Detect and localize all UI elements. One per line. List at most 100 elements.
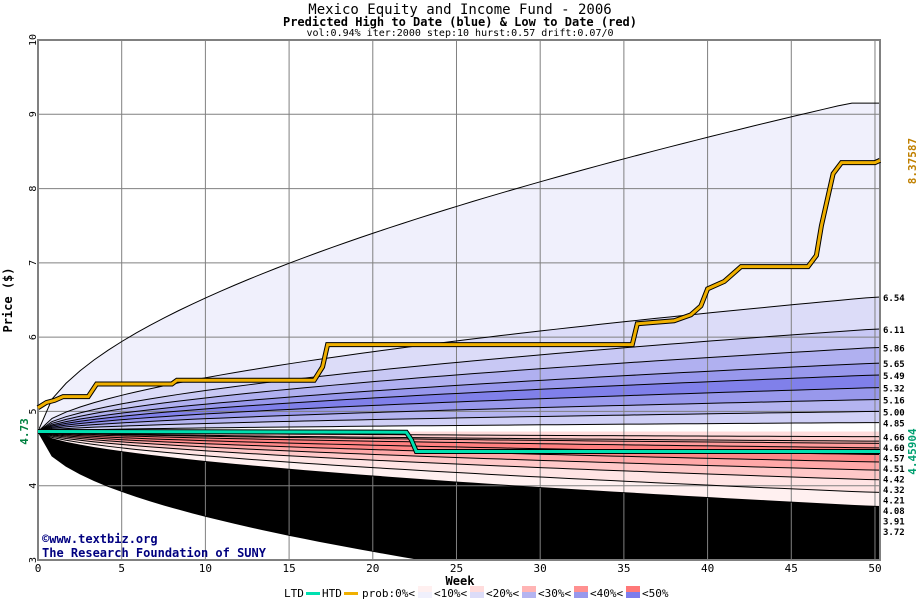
y-tick-label: 10 bbox=[28, 34, 39, 46]
x-tick-label: 30 bbox=[534, 562, 547, 575]
x-tick-label: 0 bbox=[35, 562, 42, 575]
upper-band bbox=[38, 422, 880, 432]
upper-band bbox=[38, 103, 880, 432]
legend-swatch-blue bbox=[418, 592, 432, 598]
percentile-curve bbox=[37, 347, 881, 432]
percentile-curve bbox=[37, 362, 881, 432]
percentile-curve bbox=[37, 296, 881, 432]
upper-band bbox=[38, 375, 880, 432]
percentile-curve bbox=[37, 374, 881, 432]
percentile-curve bbox=[37, 410, 881, 432]
legend-swatch-red bbox=[626, 586, 640, 592]
y-tick-label: 9 bbox=[28, 111, 39, 117]
plot-border bbox=[37, 39, 881, 561]
band-end-label: 6.54 bbox=[883, 294, 905, 304]
percentile-curve bbox=[37, 431, 881, 471]
legend-ltd-swatch bbox=[306, 592, 320, 595]
band-end-label: 4.08 bbox=[883, 507, 905, 517]
x-tick-label: 45 bbox=[785, 562, 798, 575]
band-end-label: 3.91 bbox=[883, 518, 905, 528]
watermark-line2: The Research Foundation of SUNY bbox=[42, 546, 267, 560]
ltd-line bbox=[37, 429, 880, 454]
lower-band bbox=[38, 431, 880, 560]
x-tick-label: 20 bbox=[366, 562, 379, 575]
y-axis-label: Price ($) bbox=[1, 267, 15, 332]
percentile-curve bbox=[37, 430, 881, 442]
legend-swatch-red bbox=[470, 586, 484, 592]
upper-band bbox=[38, 328, 880, 432]
y-tick-label: 3 bbox=[28, 557, 39, 563]
legend-item-label: <20%< bbox=[486, 587, 519, 600]
x-tick-label: 40 bbox=[701, 562, 714, 575]
x-tick-label: 35 bbox=[617, 562, 630, 575]
percentile-curve bbox=[37, 431, 881, 493]
legend-swatch-red bbox=[574, 586, 588, 592]
watermark-line1: ©www.textbiz.org bbox=[42, 532, 158, 546]
upper-band bbox=[38, 363, 880, 432]
legend-item-label: <40%< bbox=[590, 587, 623, 600]
band-end-label: 3.72 bbox=[883, 528, 905, 538]
band-end-label: 5.49 bbox=[883, 372, 905, 382]
legend-item-label: <10%< bbox=[434, 587, 467, 600]
band-end-label: 6.11 bbox=[883, 326, 905, 336]
band-end-label: 4.51 bbox=[883, 465, 905, 475]
band-end-label: 4.32 bbox=[883, 486, 905, 496]
band-end-label: 5.86 bbox=[883, 345, 905, 355]
band-end-label: 4.66 bbox=[883, 434, 905, 444]
upper-band bbox=[38, 297, 880, 432]
upper-band bbox=[38, 399, 880, 432]
lower-band bbox=[38, 431, 880, 493]
htd-line bbox=[37, 158, 881, 409]
ltd-final-label: 4.45904 bbox=[906, 428, 919, 475]
lower-band bbox=[38, 431, 880, 480]
band-end-label: 5.65 bbox=[883, 360, 905, 370]
percentile-curve bbox=[37, 399, 881, 432]
legend-htd-swatch bbox=[344, 592, 358, 595]
upper-band bbox=[38, 347, 880, 432]
legend-prob-label: prob:0%< bbox=[362, 587, 415, 600]
start-price-label: 4.73 bbox=[18, 418, 31, 445]
percentile-curve bbox=[37, 430, 881, 449]
legend-item-label: <30%< bbox=[538, 587, 571, 600]
lower-band bbox=[38, 431, 880, 444]
legend-swatch-blue bbox=[522, 592, 536, 598]
x-axis-label: Week bbox=[446, 574, 476, 588]
upper-band bbox=[38, 411, 880, 432]
percentile-curve bbox=[37, 430, 881, 444]
chart-title: Mexico Equity and Income Fund - 2006 bbox=[308, 2, 612, 18]
x-tick-label: 25 bbox=[450, 562, 463, 575]
legend-swatch-red bbox=[522, 586, 536, 592]
percentile-curve bbox=[37, 102, 880, 432]
band-end-label: 4.60 bbox=[883, 444, 905, 454]
y-tick-label: 6 bbox=[28, 334, 39, 340]
chart-params: vol:0.94% iter:2000 step:10 hurst:0.57 d… bbox=[306, 28, 614, 39]
legend-swatch-blue bbox=[626, 592, 640, 598]
lower-band bbox=[38, 431, 880, 507]
percentile-curve bbox=[37, 387, 881, 432]
band-end-label: 5.32 bbox=[883, 385, 905, 395]
chart-subtitle: Predicted High to Date (blue) & Low to D… bbox=[282, 15, 637, 29]
percentile-curve bbox=[37, 431, 881, 481]
y-tick-label: 8 bbox=[28, 186, 39, 192]
y-tick-label: 4 bbox=[28, 483, 39, 489]
legend-item-label: <50% bbox=[642, 587, 669, 600]
legend-swatch-blue bbox=[470, 592, 484, 598]
legend-swatch-blue bbox=[574, 592, 588, 598]
y-tick-label: 5 bbox=[28, 408, 39, 414]
y-tick-label: 7 bbox=[28, 260, 39, 266]
x-tick-label: 10 bbox=[199, 562, 212, 575]
x-tick-label: 5 bbox=[118, 562, 125, 575]
lower-band bbox=[38, 431, 880, 471]
percentile-curve bbox=[37, 422, 881, 432]
band-end-label: 5.00 bbox=[883, 408, 905, 418]
htd-final-label: 8.37587 bbox=[906, 138, 919, 184]
x-tick-label: 50 bbox=[868, 562, 881, 575]
x-tick-label: 15 bbox=[282, 562, 295, 575]
lower-band bbox=[38, 431, 880, 462]
percentile-curve bbox=[37, 328, 881, 432]
percentile-curve bbox=[37, 431, 881, 508]
band-end-label: 4.21 bbox=[883, 497, 905, 507]
band-end-label: 4.57 bbox=[883, 455, 905, 465]
